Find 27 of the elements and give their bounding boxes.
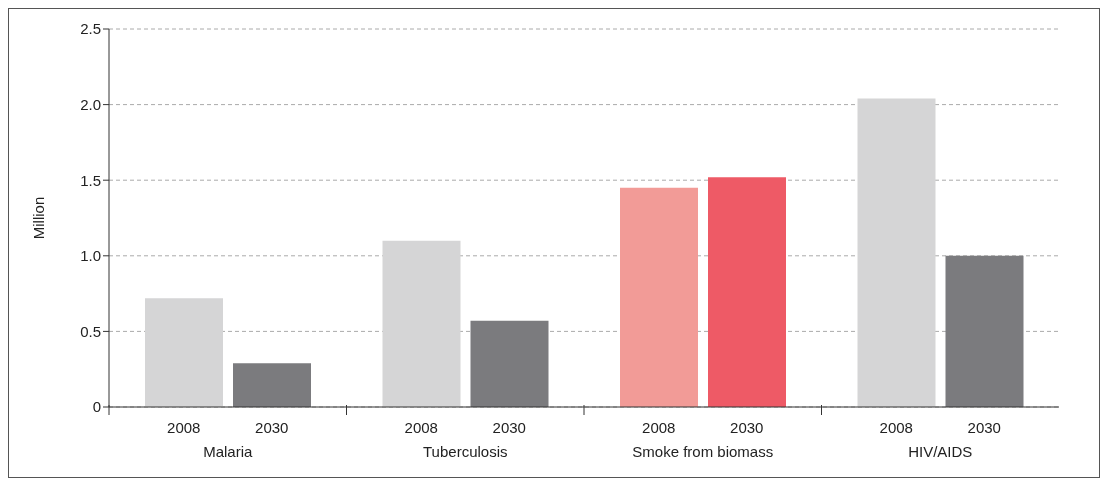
x-tick-label: Malaria [203,443,253,460]
bar [470,320,549,407]
text: 2030 [492,419,526,436]
text: 2008 [404,419,438,436]
x-tick-label: Smoke from biomass [632,443,774,460]
y-tick-label: 0 [92,398,101,416]
bar [382,240,461,407]
y-tick-label: 1.5 [80,171,101,189]
y-tick-label: 2.0 [80,95,101,113]
bar [945,255,1024,407]
y-axis-title: Million [30,196,48,240]
y-tick-label: 1.0 [80,247,101,265]
bar [857,98,936,407]
y-tick-label: 0.5 [80,322,101,340]
series-label: 2030 [255,419,289,436]
text: 2030 [730,419,764,436]
series-label: 2008 [167,419,201,436]
bar [145,298,223,407]
y-tick-label: 2.5 [80,20,101,38]
bar [233,363,311,407]
text: 2008 [879,419,913,436]
text: 2030 [967,419,1001,436]
text: 2008 [642,419,676,436]
x-tick-label: Tuberculosis [423,443,508,460]
x-tick-label: HIV/AIDS [908,443,973,460]
bar [708,177,786,407]
bar [620,187,698,407]
